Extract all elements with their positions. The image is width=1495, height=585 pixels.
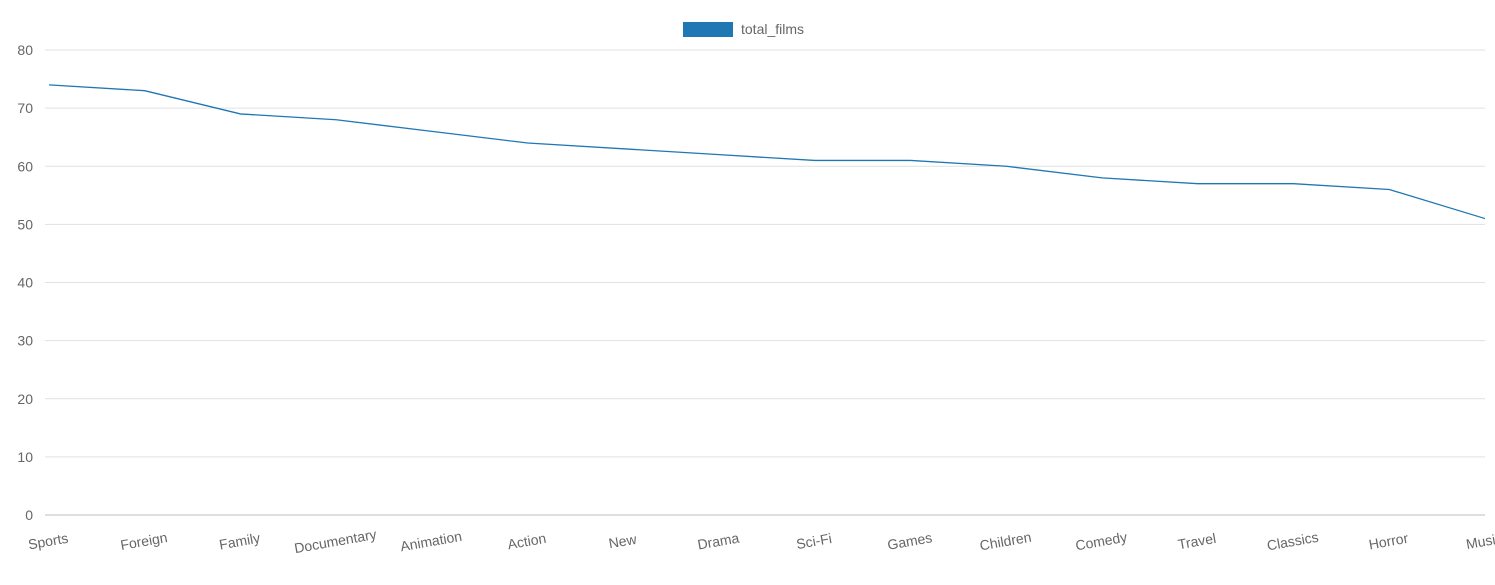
x-tick-label: Comedy — [1074, 529, 1128, 554]
x-tick-label: Games — [886, 529, 933, 553]
y-tick-label: 80 — [17, 42, 33, 58]
x-tick-label: Horror — [1367, 530, 1409, 553]
y-grid — [45, 49, 1485, 458]
y-tick-label: 30 — [17, 333, 33, 349]
y-tick-label: 40 — [17, 275, 33, 291]
data-point[interactable] — [811, 156, 819, 164]
data-point[interactable] — [1481, 215, 1489, 223]
y-tick-label: 0 — [25, 507, 33, 523]
x-tick-label: Drama — [696, 530, 740, 553]
y-tick-label: 70 — [17, 100, 33, 116]
data-point[interactable] — [1098, 174, 1106, 182]
x-tick-label: Family — [218, 530, 261, 553]
x-axis-ticks: Sports Foreign Family Documentary Animation A… — [27, 526, 1495, 556]
x-tick-label: Sports — [27, 530, 70, 553]
x-tick-label: Foreign — [119, 529, 169, 553]
y-axis-ticks: 0 10 20 30 40 50 60 70 80 — [17, 42, 33, 523]
data-point[interactable] — [907, 156, 915, 164]
x-tick-label: Classics — [1266, 529, 1320, 554]
x-tick-label: Sci-Fi — [795, 530, 833, 552]
data-point[interactable] — [1002, 162, 1010, 170]
legend-label: total_films — [741, 21, 804, 37]
x-tick-label: New — [607, 531, 638, 552]
x-tick-label: Animation — [399, 528, 463, 555]
legend-swatch — [683, 22, 733, 37]
x-tick-label: Children — [978, 529, 1032, 554]
series-group — [45, 81, 1489, 223]
data-point[interactable] — [1194, 180, 1202, 188]
y-tick-label: 20 — [17, 391, 33, 407]
x-tick-label: Action — [506, 530, 547, 553]
data-point[interactable] — [1290, 180, 1298, 188]
y-tick-label: 60 — [17, 158, 33, 174]
series-line-total_films — [48, 84, 1486, 220]
data-point[interactable] — [524, 139, 532, 147]
data-point[interactable] — [428, 127, 436, 135]
data-point[interactable] — [1385, 186, 1393, 194]
legend[interactable]: total_films — [683, 21, 804, 37]
y-tick-label: 50 — [17, 216, 33, 232]
data-point[interactable] — [715, 151, 723, 159]
data-point[interactable] — [619, 145, 627, 153]
data-point[interactable] — [332, 116, 340, 124]
data-point[interactable] — [236, 110, 244, 118]
x-tick-label: Travel — [1177, 530, 1218, 552]
data-point[interactable] — [45, 81, 53, 89]
data-point[interactable] — [141, 87, 149, 95]
x-tick-label: Music — [1465, 530, 1495, 552]
x-tick-label: Documentary — [293, 526, 378, 556]
y-tick-label: 10 — [17, 449, 33, 465]
